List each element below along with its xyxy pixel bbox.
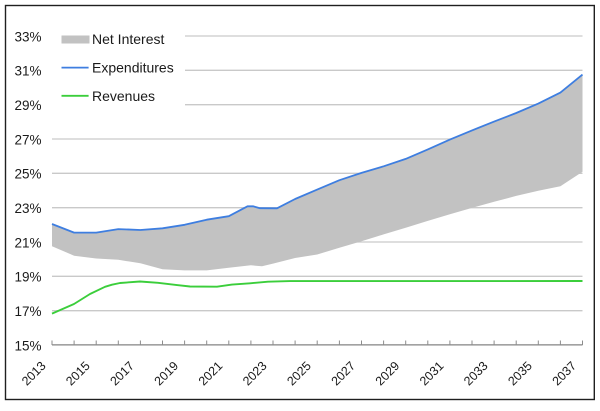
svg-text:19%: 19% <box>14 270 41 285</box>
svg-text:27%: 27% <box>14 132 41 147</box>
svg-text:15%: 15% <box>14 338 41 353</box>
svg-text:21%: 21% <box>14 235 41 250</box>
svg-text:25%: 25% <box>14 167 41 182</box>
svg-text:23%: 23% <box>14 201 41 216</box>
svg-text:Revenues: Revenues <box>92 88 155 104</box>
svg-text:29%: 29% <box>14 98 41 113</box>
svg-text:Net Interest: Net Interest <box>92 31 164 47</box>
svg-text:Expenditures: Expenditures <box>92 60 174 76</box>
svg-text:17%: 17% <box>14 304 41 319</box>
svg-text:33%: 33% <box>14 29 41 44</box>
svg-text:31%: 31% <box>14 64 41 79</box>
